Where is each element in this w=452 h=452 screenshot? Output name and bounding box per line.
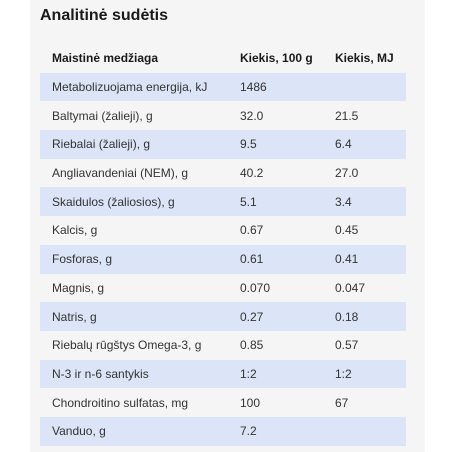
cell-nutrient: Riebalų rūgštys Omega-3, g	[40, 330, 228, 360]
table-row: Angliavandeniai (NEM), g 40.2 27.0	[40, 158, 406, 188]
cell-amount-100g: 9.5	[228, 130, 323, 159]
table-row: Kalcis, g 0.67 0.45	[40, 216, 406, 245]
cell-amount-mj: 3.4	[323, 187, 406, 217]
cell-nutrient: Natris, g	[40, 302, 228, 331]
cell-amount-100g: 100	[228, 388, 323, 417]
cell-amount-100g: 0.27	[228, 302, 323, 331]
table-row: Metabolizuojama energija, kJ 1486	[40, 72, 406, 102]
cell-amount-mj: 0.45	[323, 216, 406, 245]
cell-amount-100g: 0.85	[228, 330, 323, 360]
cell-amount-mj: 27.0	[323, 158, 406, 188]
cell-nutrient: Skaidulos (žaliosios), g	[40, 187, 228, 217]
cell-amount-mj: 0.57	[323, 330, 406, 360]
table-body: Metabolizuojama energija, kJ 1486 Baltymai…	[40, 72, 406, 446]
table-header-row: Maistinė medžiaga Kiekis, 100 g Kiekis, …	[40, 44, 406, 73]
table-row: Riebalų rūgštys Omega-3, g 0.85 0.57	[40, 330, 406, 360]
cell-nutrient: Fosforas, g	[40, 244, 228, 274]
cell-amount-100g: 0.67	[228, 216, 323, 245]
cell-nutrient: Metabolizuojama energija, kJ	[40, 72, 228, 102]
cell-nutrient: N-3 ir n-6 santykis	[40, 359, 228, 389]
cell-nutrient: Magnis, g	[40, 273, 228, 303]
table-row: Magnis, g 0.070 0.047	[40, 273, 406, 303]
section-title: Analitinė sudėtis	[40, 7, 169, 24]
cell-amount-mj: 0.41	[323, 244, 406, 274]
cell-amount-100g: 7.2	[228, 416, 323, 446]
header-nutrient: Maistinė medžiaga	[52, 51, 159, 66]
table-row: Chondroitino sulfatas, mg 100 67	[40, 388, 406, 417]
cell-nutrient: Angliavandeniai (NEM), g	[40, 158, 228, 188]
table-row: Fosforas, g 0.61 0.41	[40, 244, 406, 274]
cell-amount-100g: 40.2	[228, 158, 323, 188]
cell-amount-mj: 67	[323, 388, 406, 417]
cell-amount-100g: 0.070	[228, 273, 323, 303]
cell-amount-mj: 0.18	[323, 302, 406, 331]
cell-amount-mj	[323, 416, 406, 446]
cell-nutrient: Vanduo, g	[40, 416, 228, 446]
cell-amount-100g: 0.61	[228, 244, 323, 274]
cell-nutrient: Kalcis, g	[40, 216, 228, 245]
table-row: Natris, g 0.27 0.18	[40, 302, 406, 331]
cell-nutrient: Chondroitino sulfatas, mg	[40, 388, 228, 417]
table-row: Skaidulos (žaliosios), g 5.1 3.4	[40, 187, 406, 217]
cell-amount-100g: 5.1	[228, 187, 323, 217]
table-row: Baltymai (žalieji), g 32.0 21.5	[40, 101, 406, 131]
cell-amount-mj: 0.047	[323, 273, 406, 303]
cell-nutrient: Baltymai (žalieji), g	[40, 101, 228, 131]
composition-table: Maistinė medžiaga Kiekis, 100 g Kiekis, …	[40, 44, 406, 446]
table-row: Vanduo, g 7.2	[40, 416, 406, 446]
cell-amount-mj: 6.4	[323, 130, 406, 159]
table-row: Riebalai (žalieji), g 9.5 6.4	[40, 130, 406, 159]
cell-amount-mj: 1:2	[323, 359, 406, 389]
header-amount-mj: Kiekis, MJ	[335, 51, 394, 66]
cell-amount-100g: 1486	[228, 72, 323, 102]
cell-nutrient: Riebalai (žalieji), g	[40, 130, 228, 159]
cell-amount-mj: 21.5	[323, 101, 406, 131]
cell-amount-100g: 1:2	[228, 359, 323, 389]
table-row: N-3 ir n-6 santykis 1:2 1:2	[40, 359, 406, 389]
cell-amount-100g: 32.0	[228, 101, 323, 131]
header-amount-100g: Kiekis, 100 g	[240, 51, 313, 66]
cell-amount-mj	[323, 72, 406, 102]
